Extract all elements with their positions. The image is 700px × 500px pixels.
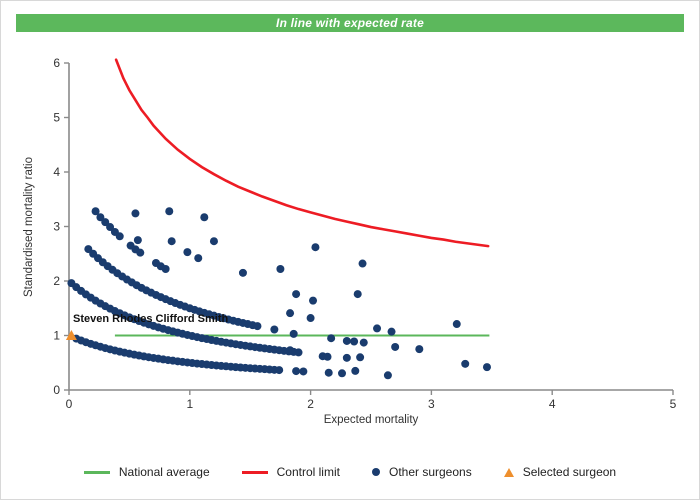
surgeon-point bbox=[289, 329, 298, 338]
status-banner: In line with expected rate bbox=[16, 14, 684, 32]
surgeon-point bbox=[131, 209, 140, 218]
surgeon-point bbox=[167, 237, 176, 246]
surgeon-point bbox=[91, 207, 100, 216]
x-tick-label: 2 bbox=[307, 397, 314, 411]
selected-surgeon-label: Steven Rhodes Clifford Smith bbox=[73, 313, 229, 325]
y-tick-label: 3 bbox=[53, 220, 60, 234]
other-surgeons-dot-icon bbox=[371, 468, 380, 476]
surgeon-point bbox=[359, 338, 368, 347]
legend-item-other-surgeons: Other surgeons bbox=[371, 465, 472, 479]
control-limit-curve bbox=[114, 58, 490, 248]
legend-item-national-average: National average bbox=[83, 465, 210, 479]
legend-item-selected-surgeon: Selected surgeon bbox=[503, 465, 617, 479]
y-tick-label: 5 bbox=[53, 111, 60, 125]
surgeon-point bbox=[133, 236, 142, 245]
y-tick-label: 2 bbox=[53, 274, 60, 288]
chart-legend: National average Control limit Other sur… bbox=[1, 459, 699, 485]
surgeon-point bbox=[286, 346, 295, 355]
surgeon-point bbox=[299, 367, 308, 376]
x-tick-label: 0 bbox=[66, 397, 73, 411]
x-tick-label: 3 bbox=[428, 397, 435, 411]
control-limit-line-icon bbox=[241, 470, 268, 474]
legend-label: Other surgeons bbox=[388, 465, 472, 479]
status-banner-text: In line with expected rate bbox=[276, 16, 424, 30]
surgeon-point bbox=[358, 259, 367, 268]
surgeon-point bbox=[115, 232, 124, 241]
surgeon-point bbox=[482, 363, 491, 372]
surgeon-point bbox=[270, 325, 279, 334]
surgeon-point bbox=[275, 366, 284, 375]
x-tick-label: 4 bbox=[549, 397, 556, 411]
surgeon-point bbox=[311, 243, 320, 252]
surgeon-point bbox=[342, 353, 351, 362]
y-tick-label: 6 bbox=[53, 56, 60, 70]
surgeon-point bbox=[96, 213, 105, 222]
y-tick-label: 4 bbox=[53, 165, 60, 179]
surgeon-point bbox=[136, 248, 145, 257]
x-tick-label: 1 bbox=[186, 397, 193, 411]
y-tick-label: 0 bbox=[53, 383, 60, 397]
surgeon-point bbox=[415, 345, 424, 354]
selected-surgeon-triangle-icon bbox=[503, 467, 514, 477]
other-surgeons-points bbox=[67, 207, 491, 380]
surgeon-point bbox=[342, 336, 351, 345]
surgeon-point bbox=[238, 268, 247, 277]
y-axis-title: Standardised mortality ratio bbox=[23, 157, 35, 297]
legend-label: National average bbox=[118, 465, 210, 479]
surgeon-point bbox=[101, 218, 110, 227]
surgeon-point bbox=[338, 369, 347, 378]
surgeon-point bbox=[194, 254, 203, 263]
legend-item-control-limit: Control limit bbox=[241, 465, 340, 479]
surgeon-point bbox=[327, 334, 336, 343]
surgeon-point bbox=[323, 352, 332, 361]
y-tick-label: 1 bbox=[53, 329, 60, 343]
selected-surgeon-marker bbox=[65, 330, 77, 340]
surgeon-point bbox=[324, 368, 333, 377]
surgeon-point bbox=[373, 324, 382, 333]
surgeon-point bbox=[350, 337, 359, 346]
surgeon-point bbox=[292, 290, 301, 299]
x-tick-label: 5 bbox=[670, 397, 677, 411]
surgeon-point bbox=[209, 237, 218, 246]
funnel-plot-chart: 0 1 2 3 4 5 0 1 2 3 4 5 6 Standardised mortality rati… bbox=[23, 56, 677, 426]
surgeon-point bbox=[306, 314, 315, 323]
surgeon-point bbox=[286, 309, 295, 318]
surgeon-point bbox=[353, 290, 362, 299]
surgeon-point bbox=[452, 320, 461, 329]
surgeon-point bbox=[356, 353, 365, 362]
surgeon-point bbox=[106, 223, 115, 232]
surgeon-point bbox=[391, 342, 400, 351]
surgeon-point bbox=[292, 367, 301, 376]
surgeon-point bbox=[294, 348, 303, 357]
surgeon-point bbox=[276, 265, 285, 274]
surgeon-point bbox=[200, 213, 209, 222]
legend-label: Control limit bbox=[276, 465, 340, 479]
surgeon-point bbox=[351, 366, 360, 375]
surgeon-point bbox=[387, 327, 396, 336]
national-average-line-icon bbox=[83, 470, 110, 474]
surgeon-point bbox=[165, 207, 174, 216]
surgeon-point bbox=[253, 322, 262, 331]
surgeon-point bbox=[309, 296, 318, 305]
surgeon-point bbox=[161, 265, 170, 274]
legend-label: Selected surgeon bbox=[522, 465, 617, 479]
surgeon-point bbox=[183, 248, 192, 257]
surgeon-point bbox=[461, 359, 470, 368]
surgeon-point bbox=[383, 371, 392, 380]
x-axis-title: Expected mortality bbox=[324, 414, 419, 426]
